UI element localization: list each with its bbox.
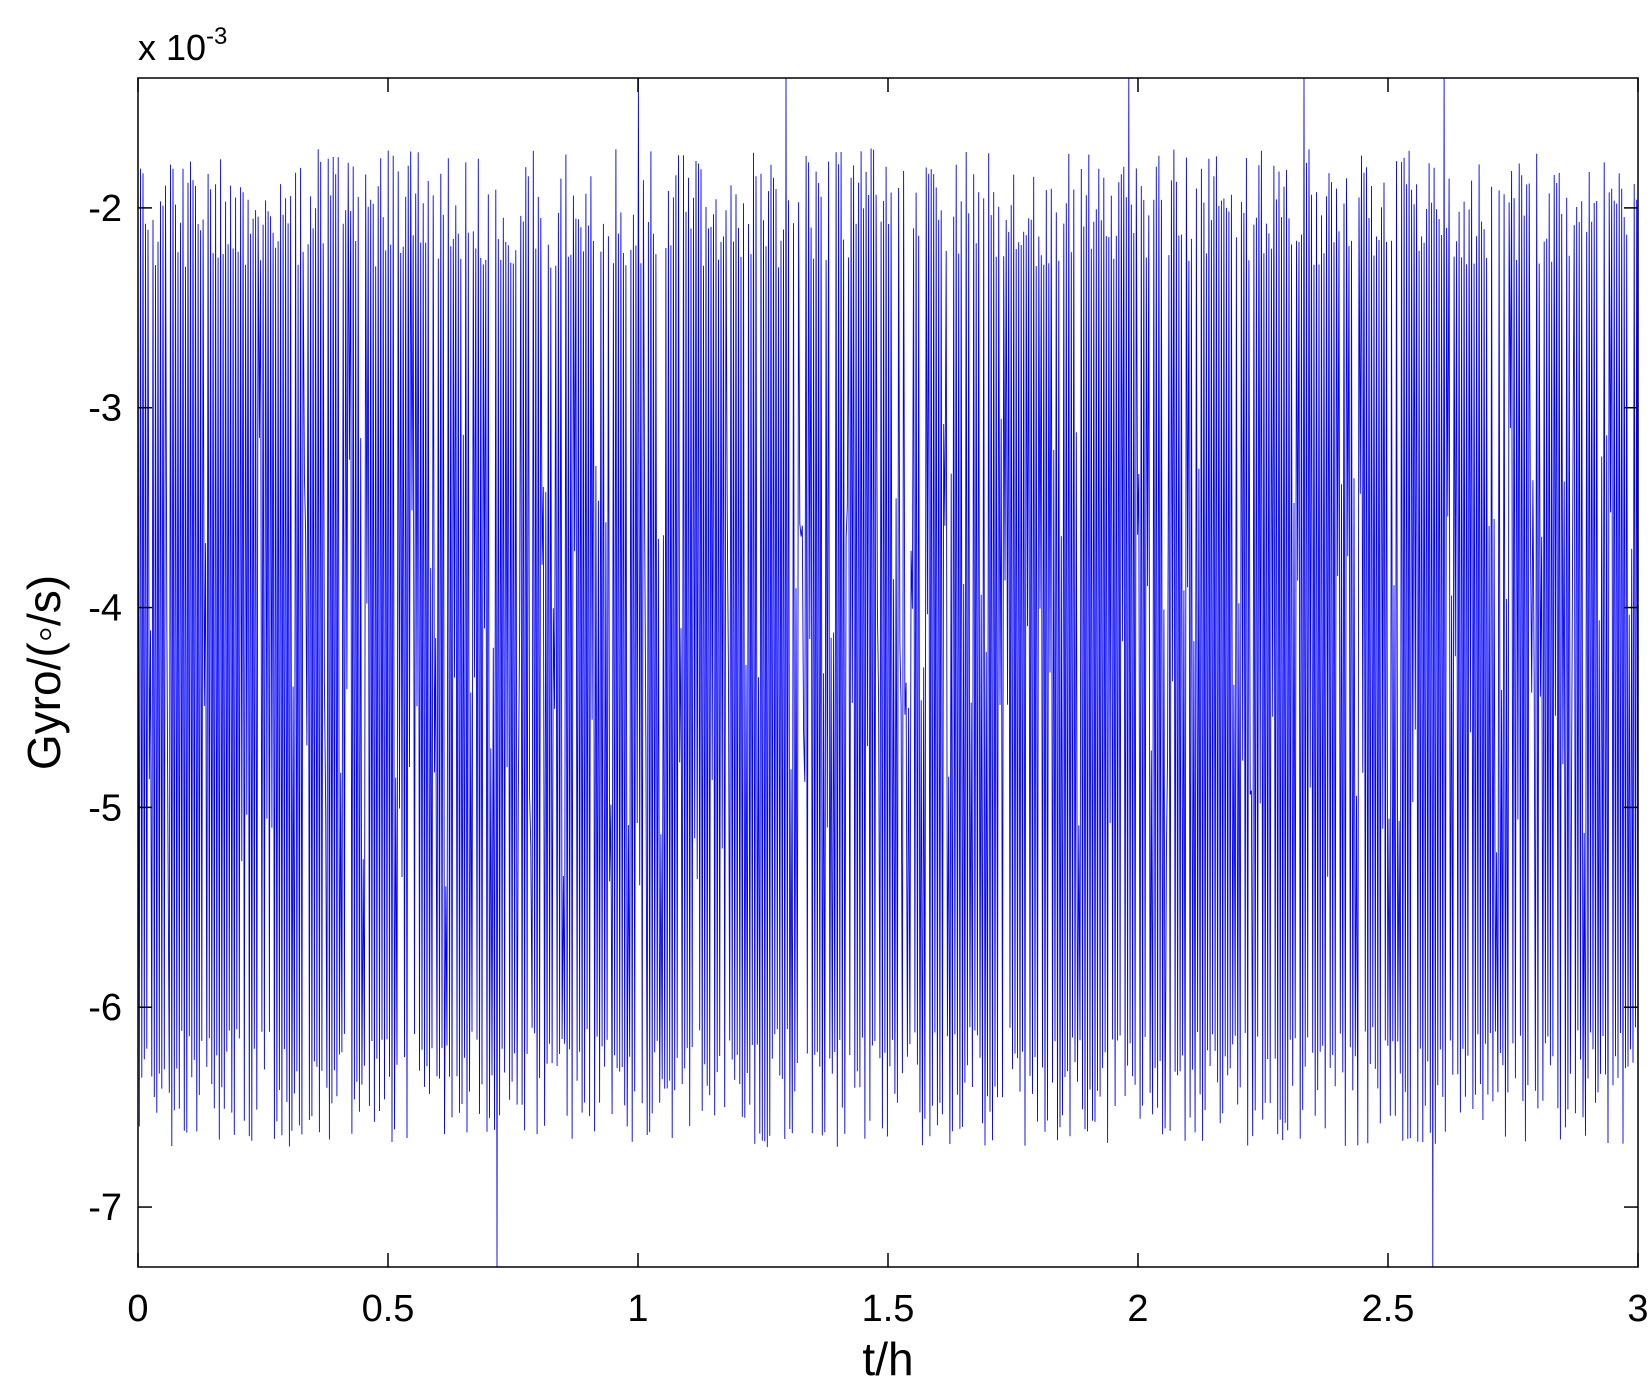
x-tick-label: 3 (1627, 1288, 1648, 1330)
x-tick-label: 0 (127, 1288, 148, 1330)
x-tick-label: 2.5 (1362, 1288, 1415, 1330)
tick-group (137, 78, 1639, 1267)
y-exponent-label: x 10-3 (138, 23, 227, 68)
y-tick-label: -6 (88, 987, 122, 1029)
y-tick-label: -2 (88, 188, 122, 230)
series-line (137, 77, 1639, 1268)
x-axis-label: t/h (862, 1333, 913, 1385)
x-tick-label: 0.5 (362, 1288, 415, 1330)
y-tick-label: -5 (88, 787, 122, 829)
tick-label-group: 0 0.5 1 1.5 2 2.5 3 -7 -6 -5 -4 -3 -2 (88, 188, 1648, 1330)
series-line-group (137, 77, 1639, 1268)
y-exponent-base: x 10 (138, 27, 206, 68)
x-tick-label: 2 (1127, 1288, 1148, 1330)
y-exponent-power: -3 (206, 23, 227, 50)
y-tick-label: -3 (88, 388, 122, 430)
x-tick-label: 1.5 (862, 1288, 915, 1330)
y-tick-label: -4 (88, 588, 122, 630)
x-tick-label: 1 (627, 1288, 648, 1330)
y-tick-label: -7 (88, 1187, 122, 1229)
y-axis-label: Gyro/(◦/s) (18, 575, 70, 770)
